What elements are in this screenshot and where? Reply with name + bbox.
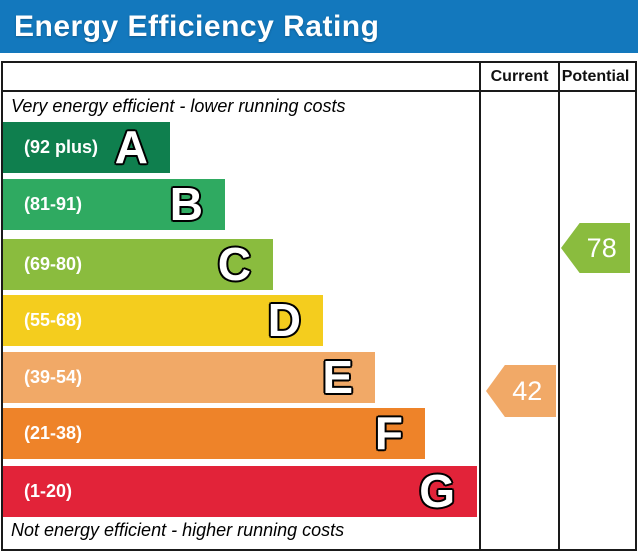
- current-rating-arrow: 42: [486, 365, 556, 417]
- top-caption: Very energy efficient - lower running co…: [11, 96, 346, 116]
- band-b-letter: B: [169, 178, 203, 230]
- band-b: (81-91) B: [3, 179, 225, 230]
- header-row-divider: [3, 90, 635, 92]
- band-g-letter: G: [419, 465, 455, 517]
- band-f-range-label: (21-38): [24, 423, 83, 443]
- band-f: (21-38) F: [3, 408, 425, 459]
- potential-column-divider: [558, 63, 560, 549]
- band-c: (69-80) C: [3, 239, 273, 290]
- band-g: (1-20) G: [3, 466, 477, 517]
- band-d-range-label: (55-68): [24, 310, 83, 330]
- potential-rating-value: 78: [586, 232, 617, 263]
- potential-column-header: Potential: [561, 67, 630, 85]
- current-column-divider: [479, 63, 481, 549]
- title-bar: Energy Efficiency Rating: [0, 0, 638, 53]
- band-d-letter: D: [267, 294, 301, 346]
- energy-rating-table: Current Potential Very energy efficient …: [1, 61, 637, 551]
- band-a: (92 plus) A: [3, 122, 170, 173]
- current-column-header: Current: [490, 67, 549, 85]
- band-c-letter: C: [217, 238, 251, 290]
- band-d: (55-68) D: [3, 295, 323, 346]
- potential-rating-arrow: 78: [561, 223, 630, 273]
- bottom-caption: Not energy efficient - higher running co…: [11, 520, 345, 540]
- band-e: (39-54) E: [3, 352, 375, 403]
- band-c-range-label: (69-80): [24, 254, 83, 274]
- band-g-range-label: (1-20): [24, 481, 73, 501]
- band-e-letter: E: [322, 351, 353, 403]
- page-title: Energy Efficiency Rating: [14, 9, 380, 43]
- band-a-range-label: (92 plus): [24, 137, 99, 157]
- band-a-letter: A: [114, 121, 148, 173]
- band-b-range-label: (81-91): [24, 194, 83, 214]
- band-e-range-label: (39-54): [24, 367, 83, 387]
- band-f-letter: F: [374, 407, 403, 459]
- current-rating-value: 42: [512, 375, 543, 406]
